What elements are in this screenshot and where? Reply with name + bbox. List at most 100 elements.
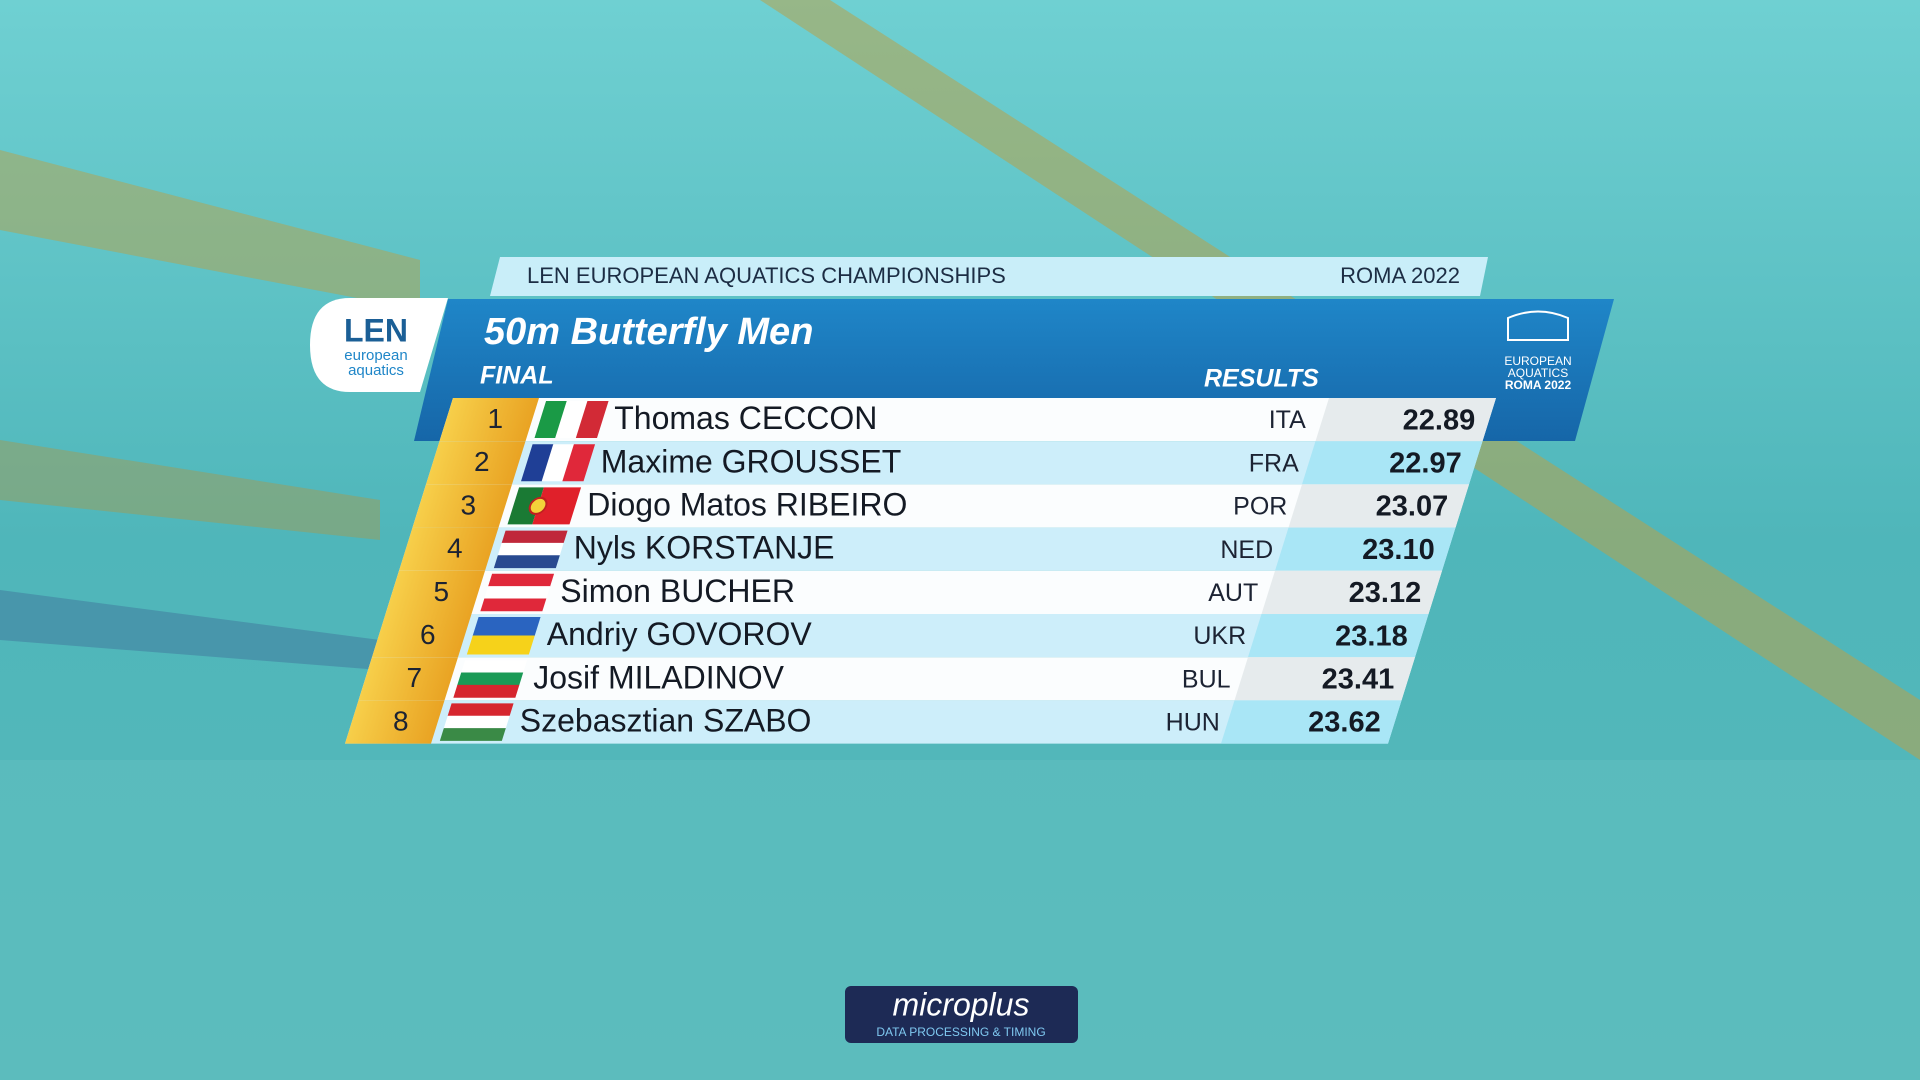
rank-cell	[371, 614, 472, 658]
result-row	[425, 441, 1483, 485]
result-row	[412, 484, 1469, 528]
country-code: FRA	[1249, 449, 1299, 477]
country-code: POR	[1233, 493, 1287, 521]
rank: 3	[460, 489, 476, 520]
sponsor-tagline: DATA PROCESSING & TIMING	[876, 1025, 1045, 1039]
sponsor-box	[845, 986, 1078, 1043]
flag	[480, 573, 555, 612]
country-code: UKR	[1193, 622, 1246, 650]
time: 23.12	[1349, 577, 1422, 609]
lane-rope	[0, 150, 420, 310]
rank: 5	[433, 576, 449, 607]
time-cell	[1247, 614, 1429, 658]
time: 23.62	[1308, 707, 1381, 739]
time-cell	[1234, 657, 1415, 701]
flag-stripe	[466, 635, 535, 655]
len-brand: LEN	[344, 312, 408, 348]
header-strip	[490, 257, 1488, 296]
flag-stripe	[501, 530, 568, 544]
rank: 7	[406, 662, 422, 693]
flag	[534, 401, 609, 438]
flag-stripe	[461, 660, 528, 674]
country-code: AUT	[1208, 579, 1258, 607]
flag-stripe	[443, 715, 510, 729]
time-cell	[1274, 527, 1456, 571]
row-background	[425, 441, 1483, 485]
flag-stripe	[480, 598, 547, 612]
result-row	[439, 398, 1496, 442]
time-cell	[1315, 398, 1496, 442]
rank: 6	[420, 619, 436, 650]
row-background	[398, 527, 1456, 571]
emblem-line3: ROMA 2022	[1505, 378, 1572, 392]
country-code: BUL	[1182, 665, 1231, 693]
rank-cell	[398, 527, 499, 571]
flag	[466, 617, 541, 655]
results-label: RESULTS	[1204, 365, 1319, 393]
row-background	[344, 700, 1402, 744]
row-background	[385, 570, 1442, 614]
emblem-line2: AQUATICS	[1508, 366, 1568, 380]
rank: 4	[447, 533, 463, 564]
flag-stripe	[457, 672, 524, 686]
time: 23.10	[1362, 534, 1435, 566]
flag-stripe	[472, 617, 541, 636]
rank-cell	[439, 398, 539, 442]
time-cell	[1261, 570, 1442, 614]
country-code: NED	[1220, 536, 1273, 564]
flag-stripe	[532, 487, 582, 525]
result-row	[385, 570, 1442, 614]
athlete-name: Nyls KORSTANJE	[574, 530, 835, 566]
time: 22.89	[1403, 404, 1476, 436]
flag-stripe	[484, 586, 551, 599]
flag-stripe	[520, 444, 554, 482]
flag-stripe	[497, 542, 564, 556]
rank: 2	[474, 446, 490, 477]
flag-emblem	[528, 496, 548, 515]
athlete-name: Andriy GOVOROV	[547, 616, 813, 652]
lane-rope	[0, 440, 380, 540]
flag-stripe	[534, 401, 568, 438]
row-background	[371, 614, 1429, 658]
flag-stripe	[439, 728, 506, 741]
time: 23.41	[1322, 663, 1395, 695]
athlete-name: Maxime GROUSSET	[601, 443, 901, 479]
athlete-name: Thomas CECCON	[614, 400, 877, 436]
sponsor-name: microplus	[893, 986, 1030, 1022]
flag	[507, 487, 582, 525]
flag-stripe	[541, 444, 575, 482]
result-row	[344, 700, 1402, 744]
athlete-name: Simon BUCHER	[560, 573, 795, 609]
time-cell	[1288, 484, 1469, 528]
len-line1: european	[344, 347, 407, 364]
flag-stripe	[453, 684, 520, 698]
time-cell	[1301, 441, 1483, 485]
rank-cell	[344, 700, 445, 744]
row-background	[358, 657, 1415, 701]
flag	[453, 660, 528, 698]
flag-stripe	[447, 703, 514, 717]
colosseum-icon	[1507, 310, 1569, 341]
row-background	[412, 484, 1469, 528]
country-code: HUN	[1166, 709, 1220, 737]
title: 50m Butterfly Men	[484, 311, 813, 353]
flag-stripe	[493, 555, 560, 569]
len-logo-tab	[310, 298, 448, 392]
edition: ROMA 2022	[1340, 263, 1460, 288]
len-line2: aquatics	[348, 362, 404, 379]
result-row	[358, 657, 1415, 701]
flag-stripe	[575, 401, 609, 438]
time: 23.07	[1376, 491, 1449, 523]
rank-cell	[425, 441, 526, 485]
rank-cell	[358, 657, 458, 701]
emblem-line1: EUROPEAN	[1504, 354, 1571, 368]
flag-stripe	[562, 444, 596, 482]
athlete-name: Josif MILADINOV	[533, 659, 784, 695]
lane-rope	[0, 590, 380, 670]
rank-cell	[412, 484, 512, 528]
rank: 8	[393, 705, 409, 736]
flag	[439, 703, 514, 741]
time-cell	[1220, 700, 1402, 744]
flag-stripe	[507, 487, 544, 525]
